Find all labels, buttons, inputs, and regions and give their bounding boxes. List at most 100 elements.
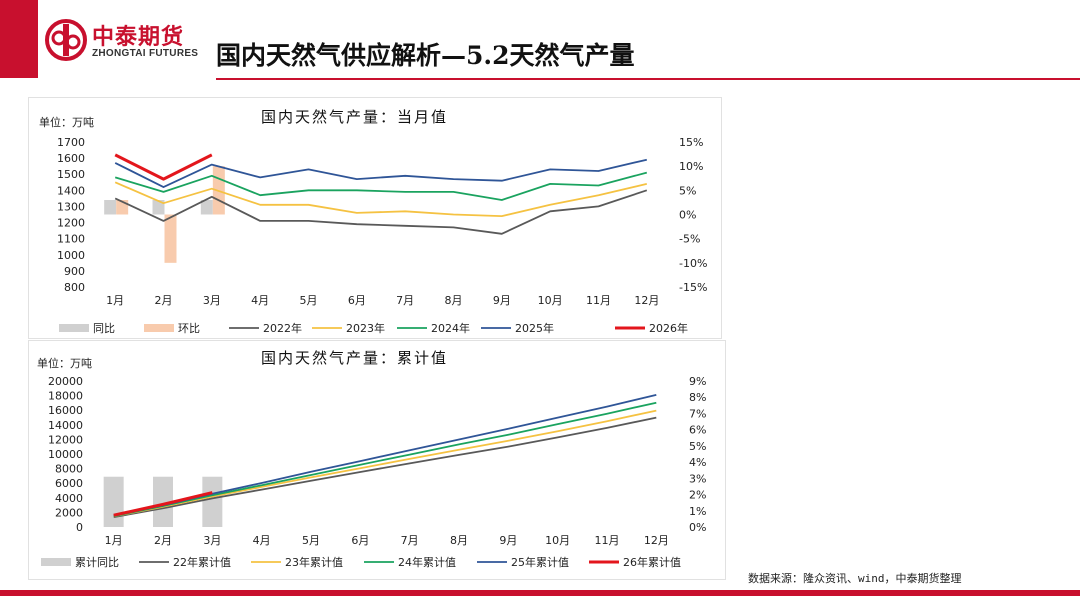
- chart2-y2-tick: 4%: [689, 456, 706, 469]
- chart2-y2-tick: 2%: [689, 489, 706, 502]
- chart2-x-tick: 10月: [545, 534, 570, 547]
- zhongtai-logo-icon: [45, 19, 87, 61]
- chart1-unit-label: 单位：万吨: [39, 116, 94, 129]
- chart1-y-tick: 1500: [57, 168, 85, 181]
- chart1-y-tick: 1600: [57, 152, 85, 165]
- chart2-x-tick: 3月: [203, 534, 221, 547]
- chart1-bar-同比: [200, 200, 213, 215]
- chart1-line-2025年: [114, 158, 648, 188]
- chart2-legend-label: 22年累计值: [173, 555, 231, 569]
- chart1-bar-环比: [116, 200, 129, 215]
- chart2-line-23年累计值: [113, 409, 657, 518]
- chart2-y-tick: 4000: [55, 492, 83, 505]
- chart1-y-tick: 1700: [57, 136, 85, 149]
- page-title: 国内天然气供应解析—5.2天然气产量: [216, 41, 635, 70]
- chart1-legend-label: 同比: [93, 322, 115, 335]
- chart2-y-tick: 18000: [48, 390, 83, 403]
- chart2-y2-tick: 0%: [689, 521, 706, 534]
- chart2-bar-累计同比: [202, 476, 223, 527]
- logo-text-cn: 中泰期货: [92, 25, 185, 50]
- chart1-y-tick: 900: [64, 265, 85, 278]
- chart2-line-22年累计值: [113, 416, 657, 518]
- chart2-y-tick: 2000: [55, 506, 83, 519]
- chart1-legend-label: 环比: [178, 322, 200, 335]
- chart1-legend-swatch: [59, 324, 89, 332]
- chart2-y-tick: 14000: [48, 419, 83, 432]
- chart2-x-tick: 2月: [154, 534, 172, 547]
- monthly-output-chart: 单位：万吨 国内天然气产量：当月值 1700 1600 1500 1400 1300 12…: [28, 97, 722, 339]
- chart1-y-tick: 1000: [57, 249, 85, 262]
- chart2-x-tick: 8月: [450, 534, 468, 547]
- chart1-y2-tick: -10%: [679, 257, 707, 270]
- chart1-x-tick: 6月: [348, 294, 366, 307]
- chart2-y-tick: 10000: [48, 448, 83, 461]
- chart2-plot: 2000018000160001400012000100008000600040…: [41, 375, 706, 569]
- chart1-bar-同比: [152, 200, 165, 215]
- chart1-x-tick: 7月: [396, 294, 414, 307]
- chart1-plot: 1700 1600 1500 1400 1300 1200 1100 1000 900 800 15…: [57, 136, 707, 335]
- chart1-x-tick: 8月: [445, 294, 463, 307]
- cumulative-output-chart: 单位：万吨 国内天然气产量：累计值 20000 18000 16000 14000 12…: [28, 340, 726, 580]
- chart2-y2-tick: 6%: [689, 424, 706, 437]
- chart2-y2-tick: 7%: [689, 407, 706, 420]
- data-source-note: 数据来源：隆众资讯、wind，中泰期货整理: [748, 572, 962, 585]
- chart2-legend-label: 23年累计值: [285, 555, 343, 569]
- chart1-y2-tick: 10%: [679, 160, 703, 173]
- chart1-legend-swatch: [144, 324, 174, 332]
- chart2-bar-累计同比: [103, 476, 124, 527]
- chart2-legend-label: 26年累计值: [623, 555, 681, 569]
- chart2-x-tick: 7月: [401, 534, 419, 547]
- chart1-x-tick: 4月: [251, 294, 269, 307]
- chart2-legend-label: 25年累计值: [511, 555, 569, 569]
- chart1-y2-tick: -15%: [679, 281, 707, 294]
- logo-text-en: ZHONGTAI FUTURES: [92, 48, 199, 59]
- chart1-y-tick: 1400: [57, 184, 85, 197]
- chart2-x-tick: 4月: [253, 534, 271, 547]
- chart2-x-tick: 1月: [105, 534, 123, 547]
- chart2-legend-label: 累计同比: [75, 556, 119, 569]
- chart2-y2-tick: 3%: [689, 472, 706, 485]
- chart2-y-tick: 0: [76, 521, 83, 534]
- chart1-title: 国内天然气产量：当月值: [261, 108, 449, 126]
- chart1-x-tick: 10月: [538, 294, 563, 307]
- chart1-y2-tick: 15%: [679, 136, 703, 149]
- chart2-legend-label: 24年累计值: [398, 555, 456, 569]
- title-divider: [216, 78, 1080, 80]
- chart1-y2-tick: -5%: [679, 233, 700, 246]
- chart1-legend-label: 2023年: [346, 321, 385, 335]
- chart2-legend-swatch: [41, 558, 71, 566]
- chart1-legend-label: 2024年: [431, 321, 470, 335]
- company-logo: 中泰期货 ZHONGTAI FUTURES: [44, 18, 214, 64]
- chart1-x-tick: 12月: [634, 294, 659, 307]
- chart2-y-tick: 8000: [55, 463, 83, 476]
- chart2-line-26年累计值: [113, 491, 213, 517]
- chart2-x-tick: 9月: [499, 534, 517, 547]
- chart2-y-tick: 20000: [48, 375, 83, 388]
- chart2-x-tick: 5月: [302, 534, 320, 547]
- chart2-title: 国内天然气产量：累计值: [261, 349, 449, 367]
- chart2-y-tick: 6000: [55, 477, 83, 490]
- chart1-x-tick: 9月: [493, 294, 511, 307]
- chart2-unit-label: 单位：万吨: [37, 357, 92, 370]
- chart2-y2-tick: 9%: [689, 375, 706, 388]
- chart1-bar-环比: [164, 214, 177, 263]
- chart1-legend-label: 2022年: [263, 321, 302, 335]
- chart1-y-tick: 800: [64, 281, 85, 294]
- chart1-x-tick: 5月: [300, 294, 318, 307]
- chart2-line-24年累计值: [113, 401, 657, 518]
- chart2-y2-tick: 1%: [689, 505, 706, 518]
- chart1-legend-label: 2026年: [649, 321, 688, 335]
- chart2-bar-累计同比: [153, 476, 173, 527]
- chart1-line-2023年: [114, 181, 648, 217]
- chart1-line-2024年: [114, 171, 648, 201]
- chart2-y2-tick: 8%: [689, 391, 706, 404]
- chart1-bar-同比: [104, 200, 117, 215]
- chart1-x-tick: 3月: [203, 294, 221, 307]
- chart1-line-2026年: [114, 153, 213, 181]
- chart1-line-2022年: [114, 189, 648, 235]
- chart2-y-tick: 12000: [48, 433, 83, 446]
- chart1-y-tick: 1100: [57, 233, 85, 246]
- chart2-y2-tick: 5%: [689, 440, 706, 453]
- chart2-x-tick: 11月: [595, 534, 620, 547]
- chart1-x-tick: 2月: [155, 294, 173, 307]
